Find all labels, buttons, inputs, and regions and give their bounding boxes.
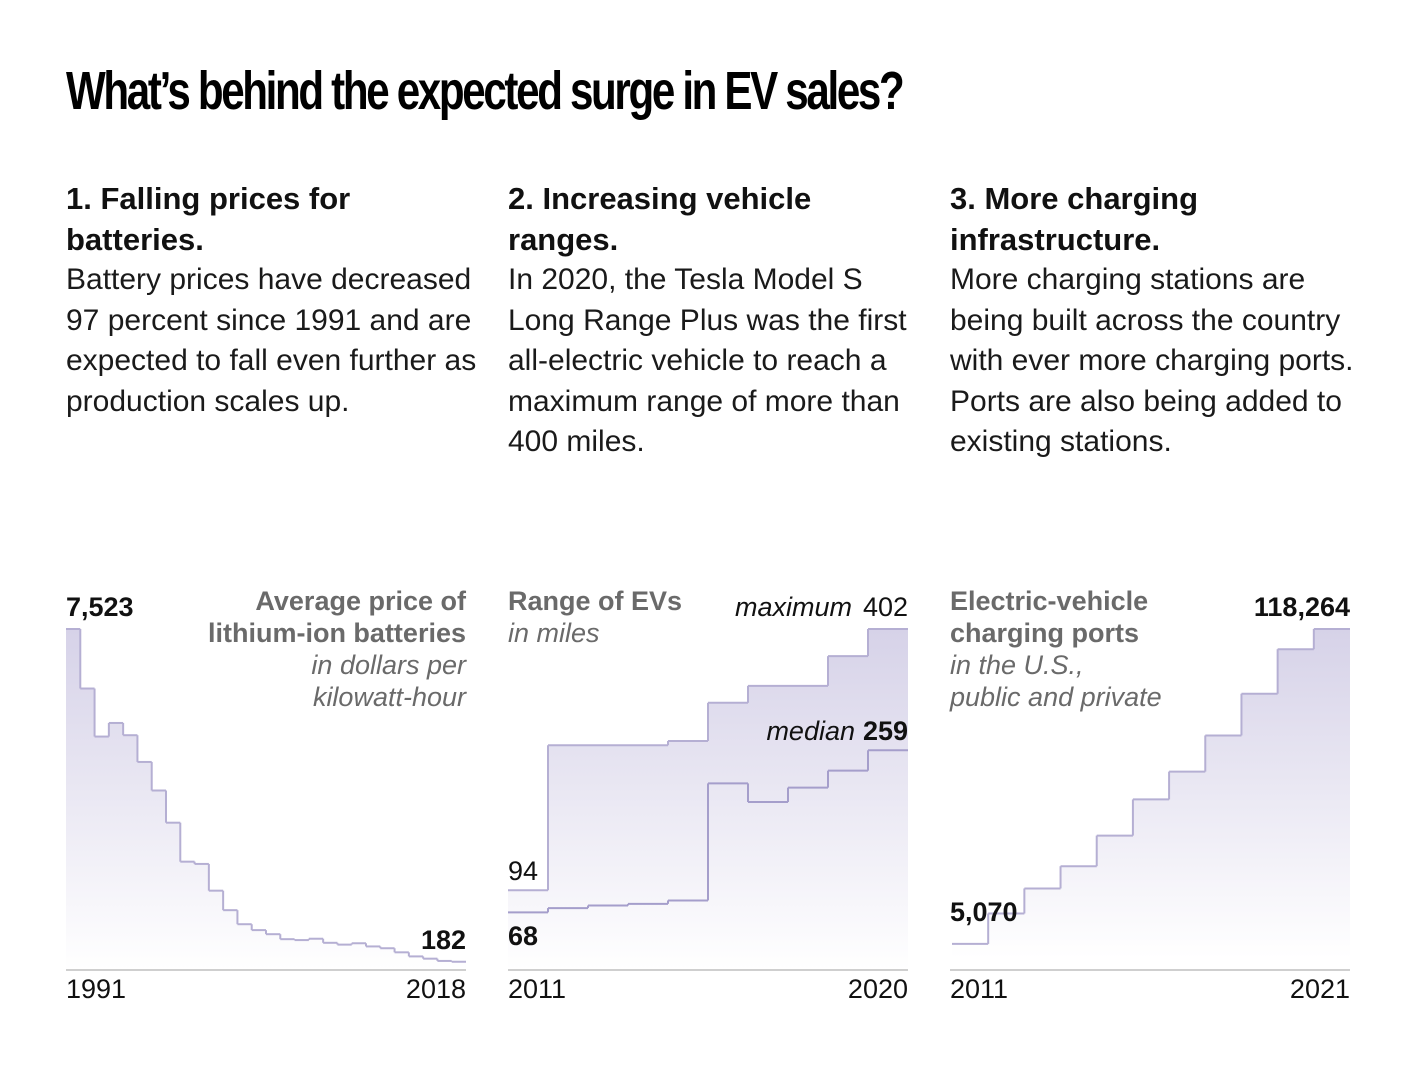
column-vehicle-ranges: 2. Increasing vehicle ranges. In 2020, t… bbox=[508, 178, 928, 463]
data-label-median-start: 68 bbox=[508, 921, 538, 951]
x-tick-label: 2021 bbox=[1290, 974, 1350, 1004]
chart-subtitle: in the U.S., bbox=[950, 650, 1084, 680]
column-charging-infrastructure: 3. More charging infrastructure. More ch… bbox=[950, 178, 1370, 463]
page-title: What’s behind the expected surge in EV s… bbox=[66, 61, 905, 121]
column-body: More charging stations are being built a… bbox=[950, 263, 1354, 458]
chart-title: charging ports bbox=[950, 618, 1139, 648]
data-label-start: 7,523 bbox=[66, 592, 134, 622]
chart-subtitle: public and private bbox=[949, 682, 1162, 712]
x-tick-label: 1991 bbox=[66, 974, 126, 1004]
data-label-end: 118,264 bbox=[1254, 592, 1350, 622]
data-label-maximum-start: 94 bbox=[508, 856, 538, 886]
column-battery-prices: 1. Falling prices for batteries. Battery… bbox=[66, 178, 486, 422]
x-tick-label: 2020 bbox=[848, 974, 908, 1004]
column-heading: 2. Increasing vehicle ranges. bbox=[508, 181, 812, 257]
column-heading: 3. More charging infrastructure. bbox=[950, 181, 1199, 257]
data-label-maximum-end: 402 bbox=[863, 592, 908, 622]
x-tick-label: 2011 bbox=[950, 974, 1008, 1004]
data-label-median-end: 259 bbox=[863, 716, 908, 746]
price-series-area bbox=[66, 629, 466, 970]
chart-title: Electric-vehicle bbox=[950, 586, 1148, 616]
chart-subtitle: kilowatt-hour bbox=[313, 682, 467, 712]
column-heading: 1. Falling prices for batteries. bbox=[66, 181, 351, 257]
x-tick-label: 2011 bbox=[508, 974, 566, 1004]
column-body: In 2020, the Tesla Model S Long Range Pl… bbox=[508, 263, 907, 458]
data-label-end: 182 bbox=[421, 925, 466, 955]
chart-title: lithium-ion batteries bbox=[208, 618, 466, 648]
x-tick-label: 2018 bbox=[406, 974, 466, 1004]
chart-subtitle: in dollars per bbox=[311, 650, 467, 680]
ports-series-area bbox=[952, 629, 1350, 958]
data-label-start: 5,070 bbox=[950, 897, 1018, 927]
series-label-maximum: maximum bbox=[735, 592, 852, 622]
chart-subtitle: in miles bbox=[508, 618, 600, 648]
chart-title: Range of EVs bbox=[508, 586, 682, 616]
series-label-median: median bbox=[766, 716, 855, 746]
chart-title: Average price of bbox=[255, 586, 467, 616]
column-body: Battery prices have decreased 97 percent… bbox=[66, 263, 477, 418]
